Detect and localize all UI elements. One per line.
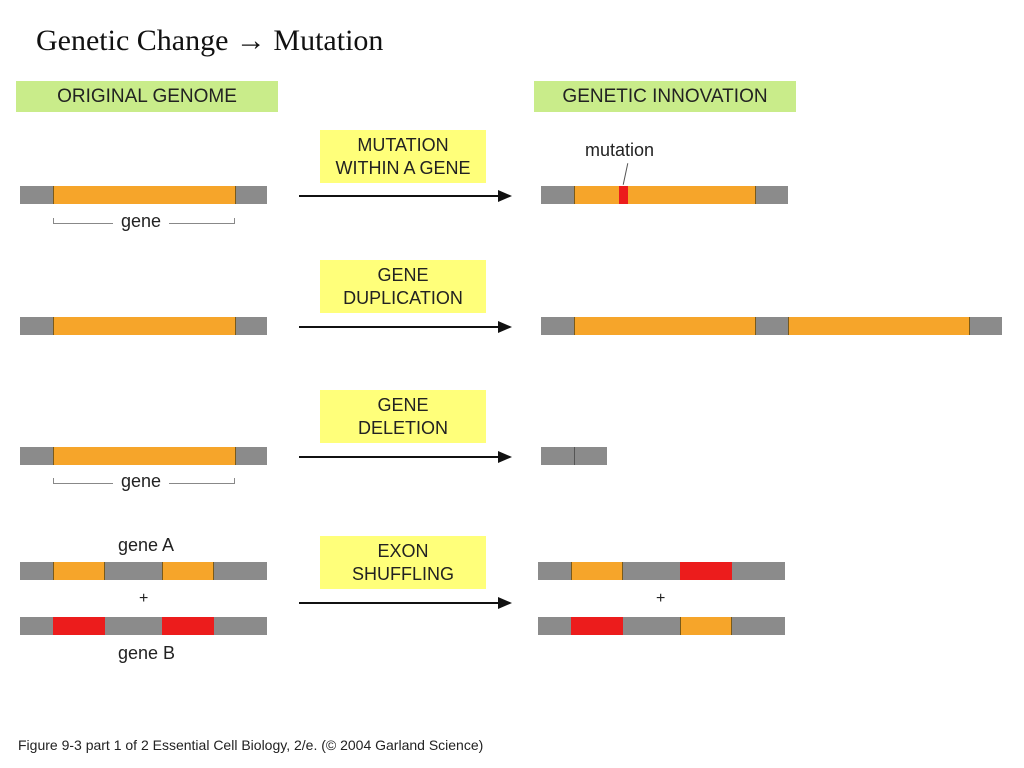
gene-a-exon-1	[53, 562, 105, 580]
arrow-line	[299, 195, 499, 197]
deletion-junction	[574, 447, 575, 465]
shuffled-exon-orange	[680, 617, 732, 635]
gene-segment	[53, 447, 236, 465]
process-label-exon-shuffling: EXON SHUFFLING	[320, 536, 486, 589]
process-label-deletion: GENE DELETION	[320, 390, 486, 443]
gene-copy-1	[574, 317, 756, 335]
mutation-pointer-line	[622, 163, 629, 185]
process-label-mutation: MUTATION WITHIN A GENE	[320, 130, 486, 183]
gene-b-label: gene B	[118, 643, 176, 663]
process-line-1: GENE	[377, 264, 429, 285]
process-line-2: SHUFFLING	[351, 563, 454, 584]
gene-segment	[53, 317, 236, 335]
process-line-2: DELETION	[357, 417, 449, 438]
process-line-1: MUTATION	[357, 134, 449, 155]
original-genome-header: ORIGINAL GENOME	[16, 81, 278, 112]
plus-sign: +	[139, 590, 149, 607]
mutated-gene-segment	[574, 186, 756, 204]
arrow-head-icon	[498, 597, 512, 609]
plus-sign: +	[656, 590, 666, 607]
gene-copy-2	[788, 317, 970, 335]
gene-a-exon-2	[162, 562, 214, 580]
arrow-line	[299, 326, 499, 328]
shuffled-exon-red	[571, 617, 623, 635]
point-mutation	[619, 186, 628, 204]
gene-segment	[53, 186, 236, 204]
arrow-head-icon	[498, 190, 512, 202]
gene-b-exon-2	[162, 617, 214, 635]
shuffled-exon-red	[680, 562, 732, 580]
arrow-line	[299, 602, 499, 604]
slide-title: Genetic Change → Mutation	[36, 24, 384, 57]
gene-b-exon-1	[53, 617, 105, 635]
arrow-line	[299, 456, 499, 458]
genetic-innovation-header: GENETIC INNOVATION	[534, 81, 796, 112]
arrow-head-icon	[498, 451, 512, 463]
process-line-1: EXON	[377, 540, 429, 561]
gene-label: gene	[113, 211, 170, 232]
mutation-label: mutation	[585, 140, 655, 160]
gene-a-label: gene A	[118, 535, 175, 555]
process-label-duplication: GENE DUPLICATION	[320, 260, 486, 313]
shuffled-exon-orange	[571, 562, 623, 580]
arrow-head-icon	[498, 321, 512, 333]
figure-caption: Figure 9-3 part 1 of 2 Essential Cell Bi…	[18, 737, 484, 753]
process-line-2: DUPLICATION	[343, 287, 463, 308]
gene-label: gene	[113, 471, 170, 492]
process-line-1: GENE	[377, 394, 429, 415]
process-line-2: WITHIN A GENE	[335, 157, 471, 178]
